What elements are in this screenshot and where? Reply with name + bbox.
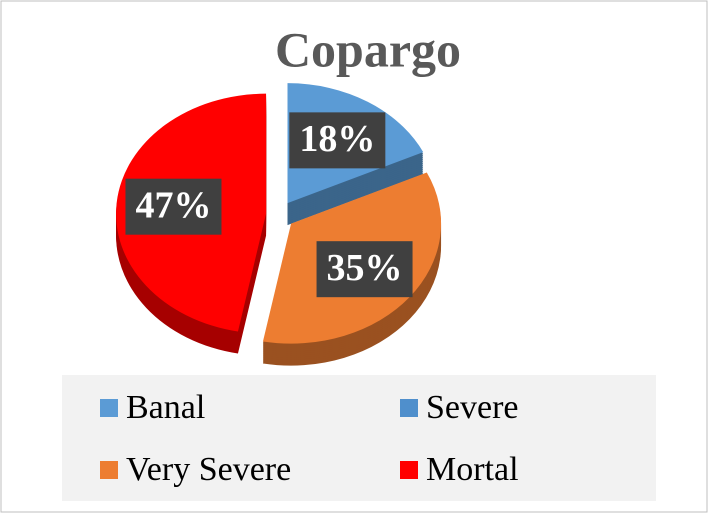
legend-label: Very Severe [126,451,291,488]
legend: Banal Severe Very Severe Mortal [100,389,519,488]
data-label-box [289,112,386,169]
legend-swatch [400,399,418,417]
legend-box [62,375,656,501]
legend-label: Severe [426,389,519,426]
legend-swatch [100,399,118,417]
legend-swatch [100,461,118,479]
data-label: 47% [135,184,211,226]
data-label-box [125,178,222,235]
data-labels: 18% 35% 47% [125,112,413,298]
chart-title: Copargo [275,21,461,77]
data-label-box [316,241,413,298]
legend-swatch [400,461,418,479]
legend-label: Mortal [426,451,519,488]
legend-label: Banal [126,389,205,426]
data-label: 18% [299,118,375,160]
data-label: 35% [327,247,403,289]
